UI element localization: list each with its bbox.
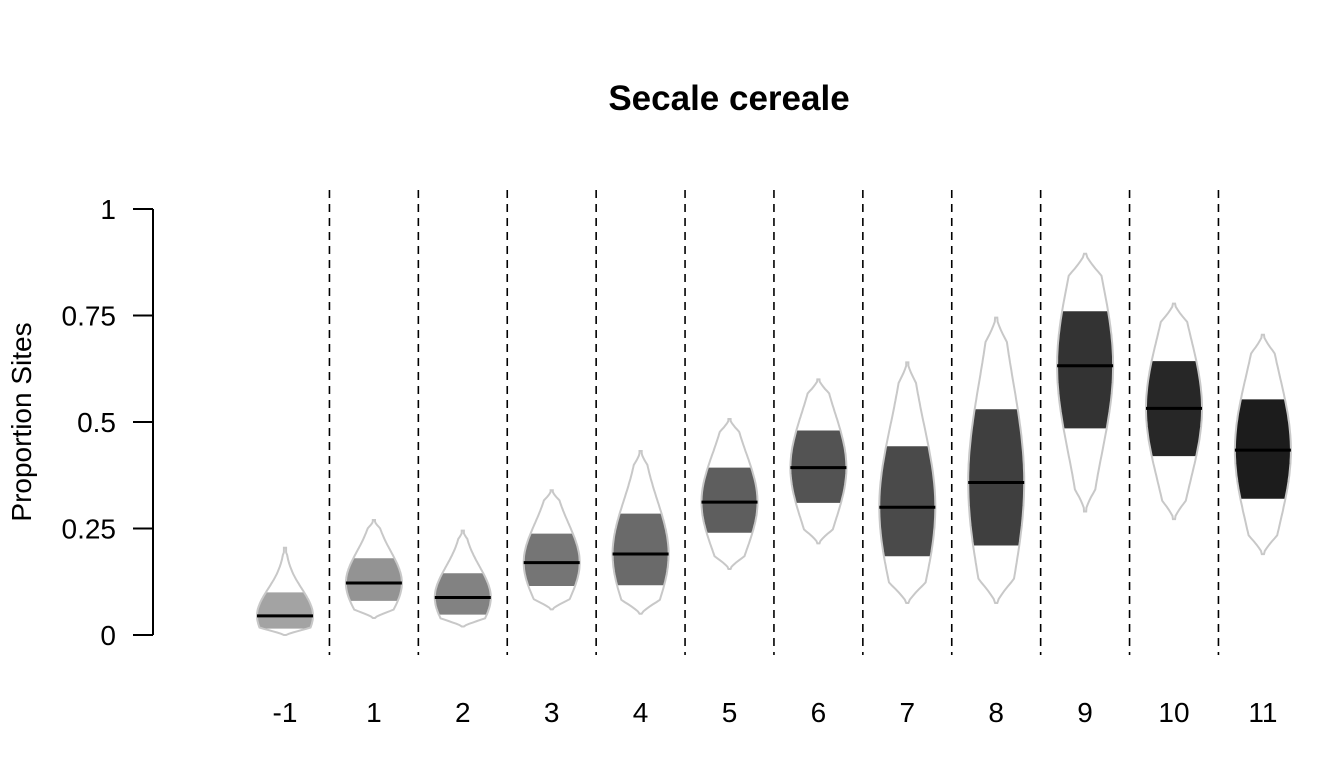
x-tick-label: 9 xyxy=(1077,697,1093,728)
y-axis-title: Proportion Sites xyxy=(6,322,37,521)
x-tick-label: -1 xyxy=(273,697,298,728)
violin-body xyxy=(701,467,758,533)
x-tick-label: 2 xyxy=(455,697,471,728)
violin-outline xyxy=(256,546,314,636)
x-tick-label: 4 xyxy=(633,697,649,728)
x-tick-label: 5 xyxy=(722,697,738,728)
violin-body xyxy=(434,573,491,615)
violin-outline xyxy=(700,418,759,570)
y-tick-label: 0.75 xyxy=(62,301,117,332)
violin-outline xyxy=(878,361,937,604)
violin-outline xyxy=(433,529,492,628)
violin-outline xyxy=(967,316,1026,604)
category-separators xyxy=(328,190,1220,655)
x-tick-labels: -1 1 2 3 4 5 6 7 8 9 10 11 xyxy=(273,697,1278,728)
violin-outline xyxy=(1056,252,1115,513)
violin-outline xyxy=(522,489,581,611)
x-tick-label: 11 xyxy=(1248,697,1277,728)
x-tick-label: 3 xyxy=(544,697,560,728)
violin-body xyxy=(1057,311,1114,429)
violin-body xyxy=(879,446,936,557)
chart-title: Secale cereale xyxy=(608,79,849,118)
y-tick-label: 1 xyxy=(100,194,116,225)
y-tick-label: 0 xyxy=(100,620,116,651)
y-tick-label: 0.5 xyxy=(77,407,116,438)
y-tick-label: 0.25 xyxy=(62,514,117,545)
violin-body xyxy=(345,558,402,601)
violin-outline xyxy=(611,450,670,615)
violin-body xyxy=(523,533,580,586)
violin-outline xyxy=(344,519,403,619)
violins xyxy=(256,252,1292,636)
x-tick-label: 7 xyxy=(900,697,916,728)
violin-body xyxy=(257,592,313,629)
violin-outline xyxy=(789,378,848,545)
x-tick-label: 6 xyxy=(811,697,827,728)
violin-body xyxy=(612,513,669,586)
violin-outline xyxy=(1233,333,1292,556)
x-tick-label: 1 xyxy=(366,697,382,728)
y-axis: 0 0.25 0.5 0.75 1 xyxy=(62,194,154,651)
violin-body xyxy=(968,409,1025,546)
violin-outline xyxy=(1145,302,1203,521)
x-tick-label: 10 xyxy=(1158,697,1189,728)
x-tick-label: 8 xyxy=(988,697,1004,728)
